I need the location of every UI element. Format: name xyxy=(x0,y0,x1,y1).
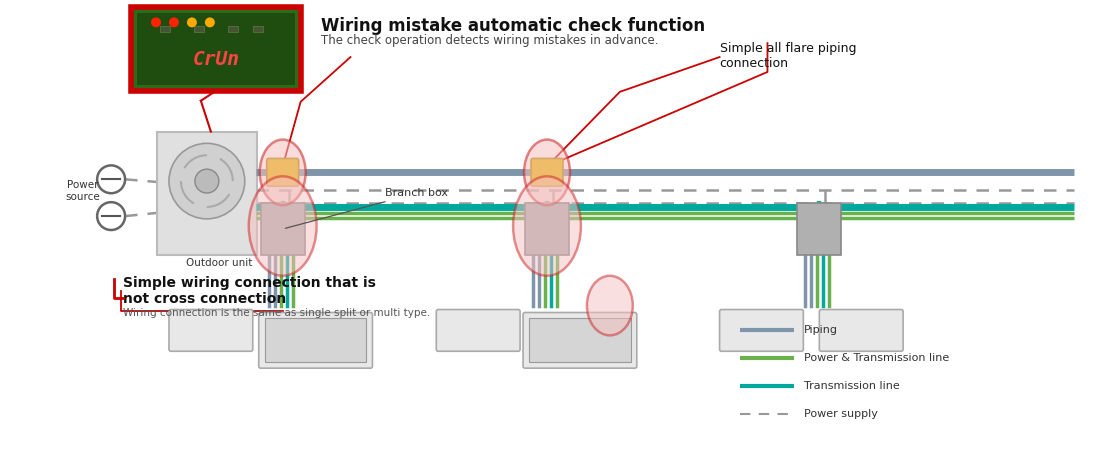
Bar xyxy=(797,203,841,255)
Circle shape xyxy=(97,202,125,230)
FancyBboxPatch shape xyxy=(531,159,563,186)
Bar xyxy=(529,319,630,362)
Text: Branch box: Branch box xyxy=(285,188,448,228)
Circle shape xyxy=(169,18,179,27)
Text: Simple all flare piping
connection: Simple all flare piping connection xyxy=(720,42,856,70)
FancyBboxPatch shape xyxy=(819,309,903,351)
FancyBboxPatch shape xyxy=(267,159,299,186)
Ellipse shape xyxy=(587,276,633,335)
Text: Power supply: Power supply xyxy=(805,409,879,419)
Bar xyxy=(265,319,367,362)
FancyBboxPatch shape xyxy=(523,313,637,368)
Ellipse shape xyxy=(524,140,570,205)
Text: Power & Transmission line: Power & Transmission line xyxy=(805,353,949,363)
Bar xyxy=(261,203,305,255)
Text: Piping: Piping xyxy=(805,325,838,336)
FancyBboxPatch shape xyxy=(258,313,372,368)
Bar xyxy=(227,26,237,32)
Bar xyxy=(194,26,204,32)
Bar xyxy=(253,26,263,32)
Text: Transmission line: Transmission line xyxy=(805,381,900,391)
Circle shape xyxy=(205,18,215,27)
Circle shape xyxy=(169,143,245,219)
Text: Power
source: Power source xyxy=(66,180,100,202)
Circle shape xyxy=(151,18,161,27)
FancyBboxPatch shape xyxy=(720,309,804,351)
Text: Wiring connection is the same as single split or multi type.: Wiring connection is the same as single … xyxy=(123,307,431,318)
Bar xyxy=(526,203,569,255)
Ellipse shape xyxy=(513,176,581,276)
FancyBboxPatch shape xyxy=(436,309,520,351)
Text: Outdoor unit: Outdoor unit xyxy=(185,258,253,268)
Bar xyxy=(137,13,295,85)
Text: CrUn: CrUn xyxy=(192,50,240,69)
Ellipse shape xyxy=(259,140,306,205)
FancyBboxPatch shape xyxy=(157,131,257,255)
Circle shape xyxy=(195,169,219,193)
Text: Simple wiring connection that is
not cross connection: Simple wiring connection that is not cro… xyxy=(123,276,376,306)
Bar xyxy=(160,26,170,32)
Text: Wiring mistake automatic check function: Wiring mistake automatic check function xyxy=(320,18,704,35)
Circle shape xyxy=(97,165,125,193)
Circle shape xyxy=(187,18,197,27)
FancyBboxPatch shape xyxy=(169,309,253,351)
Text: The check operation detects wiring mistakes in advance.: The check operation detects wiring mista… xyxy=(320,34,658,47)
Bar xyxy=(131,7,300,91)
Ellipse shape xyxy=(248,176,317,276)
